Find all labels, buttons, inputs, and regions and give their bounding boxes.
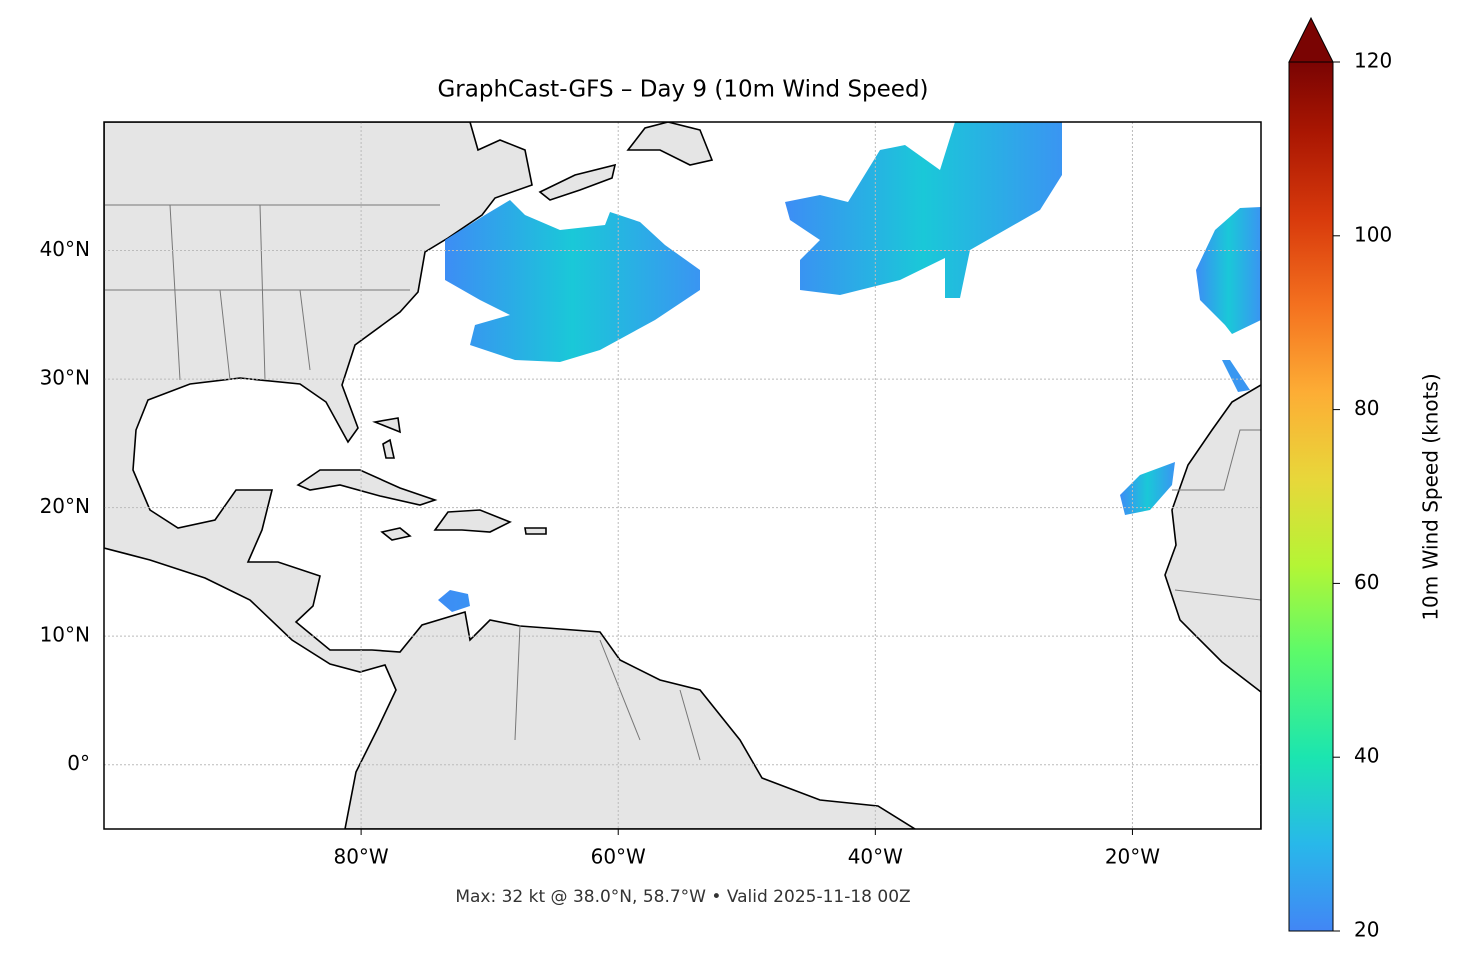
newfoundland [626, 122, 714, 166]
cuba [296, 469, 438, 506]
jamaica [380, 527, 412, 541]
y-tick-label: 0° [67, 751, 90, 775]
africa [1164, 384, 1261, 829]
colorbar-tick-label: 120 [1354, 49, 1392, 73]
footer: Max: 32 kt @ 38.0°N, 58.7°W • Valid 2025… [455, 887, 910, 907]
y-tick-label: 40°N [40, 237, 90, 261]
colorbar-tick-label: 40 [1354, 744, 1379, 768]
colorbar-tick-label: 100 [1354, 222, 1392, 246]
borders [104, 204, 1261, 761]
colorbar [1288, 61, 1334, 932]
x-tick-label: 80°W [333, 845, 388, 869]
wind-area [1120, 462, 1175, 515]
wind-area [1196, 207, 1261, 334]
colorbar-tick-label: 80 [1354, 396, 1379, 420]
x-tick-label: 20°W [1105, 845, 1160, 869]
x-tick-label: 60°W [591, 845, 646, 869]
puerto-rico [524, 527, 547, 535]
americas [104, 122, 917, 829]
nova-scotia [538, 163, 617, 201]
map [104, 122, 1261, 829]
colorbar-label: 10m Wind Speed (knots) [1419, 373, 1443, 620]
y-tick-label: 10°N [40, 623, 90, 647]
hispaniola [433, 509, 512, 533]
colorbar-tick-label: 20 [1354, 918, 1379, 942]
wind-area [785, 122, 1062, 298]
colorbar-extend [1288, 16, 1334, 63]
colorbar-tick-label: 60 [1354, 570, 1379, 594]
bahamas [372, 417, 401, 459]
map-frame [103, 121, 1262, 830]
wind-area [445, 200, 700, 362]
y-tick-label: 20°N [40, 494, 90, 518]
x-tick-label: 40°W [848, 845, 903, 869]
title: GraphCast-GFS – Day 9 (10m Wind Speed) [437, 77, 928, 103]
y-tick-label: 30°N [40, 366, 90, 390]
